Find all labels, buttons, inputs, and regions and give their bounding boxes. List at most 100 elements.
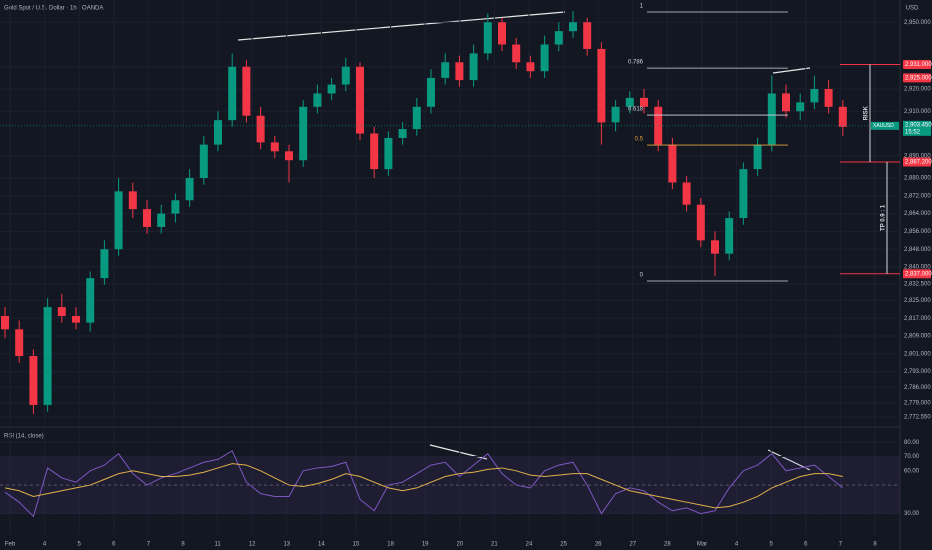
candle-body [711, 240, 719, 254]
candle-body [15, 329, 24, 357]
candle-body [100, 249, 109, 279]
symbol-title: Gold Spot / U.S. Dollar · 1h · OANDA [4, 6, 103, 12]
x-tick-label: 11 [214, 542, 221, 548]
x-tick-label: 14 [318, 542, 325, 548]
candle-body [824, 89, 833, 107]
x-tick-label: 4 [735, 542, 739, 548]
candle-body [498, 22, 506, 45]
trend-line [772, 67, 811, 74]
x-tick-label: 24 [526, 542, 533, 548]
candle-body [625, 97, 634, 107]
candle-body [128, 191, 137, 210]
y-tick-label: 2,848.000 [904, 247, 931, 253]
x-tick-label: 28 [664, 542, 671, 548]
x-tick-label: 27 [629, 542, 636, 548]
candle-body [668, 144, 677, 183]
y-tick-label: 30.00 [904, 511, 920, 517]
price-tag-label: 2,887.200 [905, 160, 932, 166]
last-price-tag [903, 120, 931, 136]
fib-label: 0.5 [635, 137, 644, 143]
x-tick-label: 8 [181, 542, 185, 548]
y-tick-label: 2,890.000 [904, 153, 931, 159]
x-tick-label: 12 [249, 542, 256, 548]
x-tick-label: 25 [560, 542, 567, 548]
y-tick-label: 2,910.000 [904, 109, 931, 115]
candle-body [29, 356, 38, 405]
symbol-tag-label: XAUUSD [873, 123, 894, 129]
x-tick-label: 8 [873, 542, 877, 548]
candle-body [810, 89, 819, 103]
y-tick-label: 2,950.000 [904, 20, 931, 26]
candle-body [540, 44, 549, 72]
x-tick-label: 15 [353, 542, 360, 548]
currency: USD [906, 6, 919, 12]
candle-body [512, 44, 521, 63]
y-tick-label: 2,786.000 [904, 385, 931, 391]
candle-body [640, 97, 648, 107]
candle-body [114, 191, 123, 250]
x-tick-label: Feb [5, 542, 16, 548]
x-tick-label: 26 [595, 542, 602, 548]
y-tick-label: 60.00 [904, 468, 920, 474]
y-tick-label: 2,832.500 [904, 281, 931, 287]
price-tag-label: 2,931.000 [905, 62, 932, 68]
candle-body [199, 144, 208, 179]
y-tick-label: 2,801.000 [904, 351, 931, 357]
price-tag [903, 73, 931, 83]
candle-body [157, 213, 166, 227]
candle-body [327, 84, 336, 94]
risk-label: RISK [864, 105, 870, 120]
candle-body [682, 182, 691, 205]
x-tick-label: 6 [804, 542, 808, 548]
candle-body [483, 22, 492, 54]
y-tick-label: 2,920.000 [904, 87, 931, 93]
trend-line [237, 11, 566, 41]
candle-body [796, 102, 805, 112]
price-tag [903, 60, 931, 70]
candle-body [43, 307, 52, 405]
candle-body [469, 53, 478, 81]
price-tag-label: 2,837.000 [905, 271, 932, 277]
x-tick-label: 6 [112, 542, 116, 548]
x-tick-label: 13 [283, 542, 290, 548]
y-tick-label: 2,817.000 [904, 316, 931, 322]
candle-body [57, 307, 66, 316]
candle-body [782, 93, 790, 112]
candle-body [143, 209, 151, 227]
y-tick-label: 2,856.000 [904, 229, 931, 235]
candle-body [214, 120, 222, 145]
x-tick-label: 7 [147, 542, 151, 548]
y-tick-label: 2,825.000 [904, 298, 931, 304]
fib-label: 1 [640, 4, 644, 10]
candle-body [739, 169, 748, 219]
y-tick-label: 2,779.000 [904, 400, 931, 406]
rsi-line [4, 463, 843, 509]
candle-body [554, 31, 563, 45]
candle-body [583, 22, 592, 49]
x-tick-label: Mar [697, 542, 707, 548]
candle-body [313, 93, 322, 107]
candle-body [370, 133, 379, 170]
x-tick-label: 5 [770, 542, 774, 548]
y-tick-label: 2,872.000 [904, 193, 931, 199]
candle-body [256, 115, 265, 143]
candle-body [171, 200, 180, 214]
candle-body [86, 278, 95, 323]
x-tick-label: 4 [43, 542, 47, 548]
candle-body [384, 137, 393, 170]
x-tick-label: 18 [387, 542, 394, 548]
candle-body [285, 151, 293, 161]
fib-label: 0 [640, 273, 644, 279]
rsi-title: RSI (14, close) [4, 434, 44, 440]
y-tick-label: 2,840.000 [904, 265, 931, 271]
price-tag [903, 269, 931, 279]
candle-body [427, 77, 435, 107]
candle-body [72, 315, 80, 323]
symbol-tag [871, 121, 899, 130]
candle-body [185, 178, 194, 201]
price-tag-label: 2,925.000 [905, 75, 932, 81]
fib-label: 0.786 [628, 60, 644, 66]
y-tick-label: 2,809.000 [904, 334, 931, 340]
